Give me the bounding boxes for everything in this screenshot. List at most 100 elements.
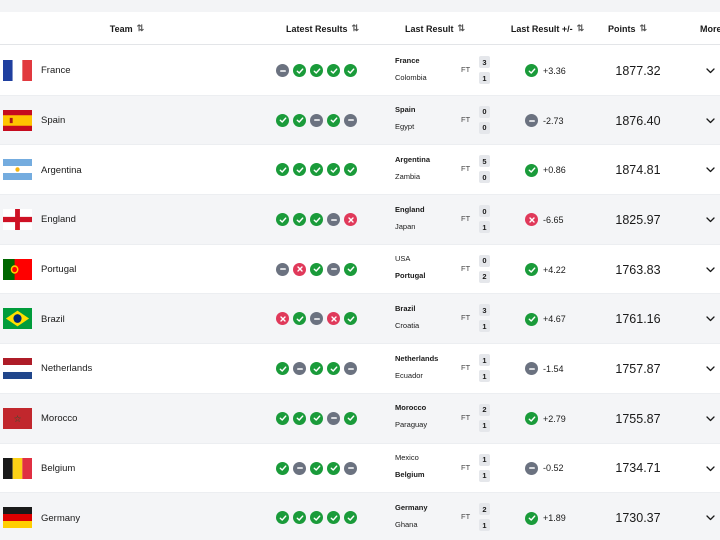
win-check-icon[interactable] bbox=[310, 163, 323, 177]
chevron-down-icon[interactable] bbox=[703, 65, 717, 77]
last-result-match[interactable]: USA Portugal FT 0 2 bbox=[381, 245, 496, 295]
win-check-icon[interactable] bbox=[276, 411, 289, 425]
chevron-down-icon[interactable] bbox=[703, 512, 717, 524]
win-check-icon[interactable] bbox=[276, 362, 289, 376]
team-name[interactable]: Brazil bbox=[41, 313, 65, 325]
draw-dash-icon[interactable] bbox=[525, 362, 538, 376]
win-check-icon[interactable] bbox=[310, 411, 323, 425]
chevron-down-icon[interactable] bbox=[703, 164, 717, 176]
win-check-icon[interactable] bbox=[344, 262, 357, 276]
chevron-down-icon[interactable] bbox=[703, 264, 717, 276]
win-check-icon[interactable] bbox=[310, 461, 323, 475]
draw-dash-icon[interactable] bbox=[344, 362, 357, 376]
draw-dash-icon[interactable] bbox=[525, 114, 538, 128]
win-check-icon[interactable] bbox=[327, 461, 340, 475]
team-name[interactable]: Netherlands bbox=[41, 363, 93, 375]
sort-icon[interactable]: ⇅ bbox=[576, 23, 585, 33]
chevron-down-icon[interactable] bbox=[703, 115, 717, 127]
win-check-icon[interactable] bbox=[310, 511, 323, 525]
draw-dash-icon[interactable] bbox=[327, 411, 340, 425]
win-check-icon[interactable] bbox=[310, 362, 323, 376]
draw-dash-icon[interactable] bbox=[344, 461, 357, 475]
last-result-match[interactable]: ☆ Morocco Paraguay FT 2 1 bbox=[381, 394, 496, 444]
column-header-last-result[interactable]: Last Result ⇅ bbox=[395, 12, 475, 45]
draw-dash-icon[interactable] bbox=[293, 362, 306, 376]
draw-dash-icon[interactable] bbox=[525, 461, 538, 475]
sort-icon[interactable]: ⇅ bbox=[457, 23, 466, 33]
win-check-icon[interactable] bbox=[344, 312, 357, 326]
draw-dash-icon[interactable] bbox=[344, 113, 357, 127]
win-check-icon[interactable] bbox=[327, 64, 340, 77]
draw-dash-icon[interactable] bbox=[310, 312, 323, 326]
win-check-icon[interactable] bbox=[293, 511, 306, 525]
draw-dash-icon[interactable] bbox=[310, 113, 323, 127]
win-check-icon[interactable] bbox=[276, 113, 289, 127]
team-name[interactable]: Morocco bbox=[41, 413, 78, 425]
win-check-icon[interactable] bbox=[327, 511, 340, 525]
win-check-icon[interactable] bbox=[293, 312, 306, 326]
win-check-icon[interactable] bbox=[525, 511, 538, 525]
win-check-icon[interactable] bbox=[525, 312, 538, 326]
last-result-match[interactable]: Argentina Zambia FT 5 0 bbox=[381, 145, 496, 195]
win-check-icon[interactable] bbox=[293, 163, 306, 177]
column-header-points[interactable]: Points ⇅ bbox=[600, 12, 655, 45]
team-name[interactable]: Germany bbox=[41, 512, 81, 524]
sort-icon[interactable]: ⇅ bbox=[639, 23, 648, 33]
team-name[interactable]: France bbox=[41, 65, 71, 77]
chevron-down-icon[interactable] bbox=[703, 363, 717, 375]
win-check-icon[interactable] bbox=[525, 163, 538, 177]
draw-dash-icon[interactable] bbox=[327, 213, 340, 227]
last-result-match[interactable]: England Japan FT 0 1 bbox=[381, 195, 496, 245]
loss-x-icon[interactable] bbox=[293, 262, 306, 276]
draw-dash-icon[interactable] bbox=[293, 461, 306, 475]
win-check-icon[interactable] bbox=[276, 213, 289, 227]
team-name[interactable]: Argentina bbox=[41, 164, 82, 176]
draw-dash-icon[interactable] bbox=[327, 262, 340, 276]
win-check-icon[interactable] bbox=[276, 163, 289, 177]
last-result-match[interactable]: Spain Egypt FT 0 0 bbox=[381, 96, 496, 146]
loss-x-icon[interactable] bbox=[327, 312, 340, 326]
team-name[interactable]: England bbox=[41, 214, 76, 226]
last-result-match[interactable]: France Colombia FT 3 1 bbox=[381, 46, 496, 96]
chevron-down-icon[interactable] bbox=[703, 463, 717, 475]
win-check-icon[interactable] bbox=[327, 163, 340, 177]
sort-icon[interactable]: ⇅ bbox=[136, 23, 145, 33]
win-check-icon[interactable] bbox=[310, 64, 323, 77]
win-check-icon[interactable] bbox=[293, 213, 306, 227]
chevron-down-icon[interactable] bbox=[703, 214, 717, 226]
column-header-latest-results[interactable]: Latest Results ⇅ bbox=[270, 12, 375, 45]
chevron-down-icon[interactable] bbox=[703, 413, 717, 425]
win-check-icon[interactable] bbox=[276, 461, 289, 475]
draw-dash-icon[interactable] bbox=[276, 262, 289, 276]
team-name[interactable]: Portugal bbox=[41, 264, 77, 276]
win-check-icon[interactable] bbox=[525, 64, 538, 78]
loss-x-icon[interactable] bbox=[525, 213, 538, 227]
chevron-down-icon[interactable] bbox=[703, 313, 717, 325]
team-name[interactable]: Spain bbox=[41, 115, 66, 127]
last-result-match[interactable]: Germany ★ Ghana FT 2 1 bbox=[381, 493, 496, 540]
last-result-match[interactable]: Brazil Croatia FT 3 1 bbox=[381, 294, 496, 344]
win-check-icon[interactable] bbox=[344, 511, 357, 525]
loss-x-icon[interactable] bbox=[276, 312, 289, 326]
win-check-icon[interactable] bbox=[310, 262, 323, 276]
win-check-icon[interactable] bbox=[293, 411, 306, 425]
loss-x-icon[interactable] bbox=[344, 213, 357, 227]
win-check-icon[interactable] bbox=[327, 362, 340, 376]
last-result-match[interactable]: Mexico Belgium FT 1 1 bbox=[381, 444, 496, 494]
last-result-match[interactable]: Netherlands Ecuador FT 1 1 bbox=[381, 344, 496, 394]
win-check-icon[interactable] bbox=[276, 511, 289, 525]
win-check-icon[interactable] bbox=[344, 163, 357, 177]
win-check-icon[interactable] bbox=[525, 263, 538, 277]
win-check-icon[interactable] bbox=[344, 411, 357, 425]
win-check-icon[interactable] bbox=[293, 64, 306, 77]
win-check-icon[interactable] bbox=[525, 412, 538, 426]
draw-dash-icon[interactable] bbox=[276, 64, 289, 77]
win-check-icon[interactable] bbox=[293, 113, 306, 127]
column-header-team[interactable]: Team ⇅ bbox=[92, 12, 162, 45]
win-check-icon[interactable] bbox=[310, 213, 323, 227]
win-check-icon[interactable] bbox=[327, 113, 340, 127]
sort-icon[interactable]: ⇅ bbox=[351, 23, 360, 33]
win-check-icon[interactable] bbox=[344, 64, 357, 77]
column-header-last-result-change[interactable]: Last Result +/- ⇅ bbox=[505, 12, 590, 45]
team-name[interactable]: Belgium bbox=[41, 462, 76, 474]
